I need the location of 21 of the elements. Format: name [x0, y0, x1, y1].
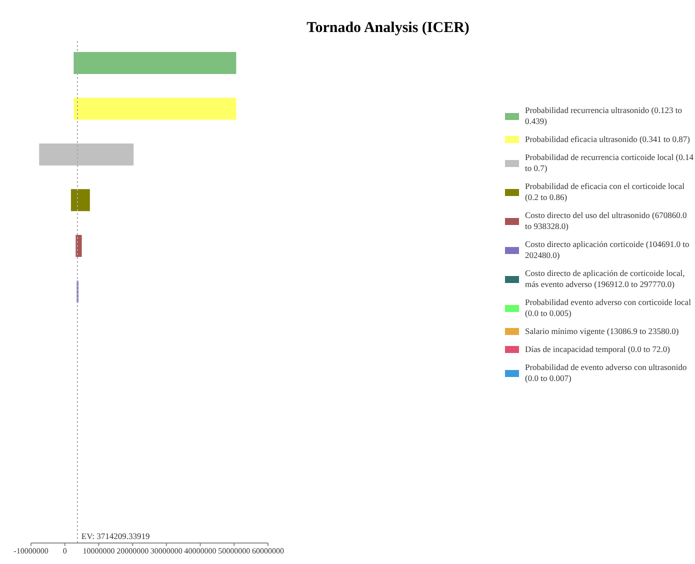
x-tick-label: 60000000 [252, 546, 284, 556]
x-tick-label: -10000000 [14, 546, 48, 556]
x-tick-label: 20000000 [116, 546, 149, 556]
x-tick-label: 50000000 [218, 546, 250, 556]
legend-label: Costo directo aplicación corticoide (104691.0 to 202480.0) [525, 239, 690, 261]
x-tick-label: 30000000 [150, 546, 182, 556]
x-tick-label: 10000000 [82, 546, 115, 556]
ref-line-label: EV: 3714209.33919 [81, 531, 150, 541]
legend-label: Probabilidad eficacia ultrasonido (0.341 to 0.87) [525, 134, 690, 145]
legend-label: Probabilidad evento adverso con corticoide local (0.0 to 0.005) [525, 297, 692, 319]
legend-label: Salario mínimo vigente (13086.9 to 23580.0) [525, 326, 679, 337]
legend-label: Probabilidad recurrencia ultrasonido (0.123 to 0.439) [525, 105, 683, 127]
legend-label: Probabilidad de recurrencia corticoide local (0.14 to 0.7) [525, 152, 695, 174]
legend-label: Probabilidad de evento adverso con ultrasonido (0.0 to 0.007) [525, 362, 688, 384]
legend-label: Costo directo del uso del ultrasonido (670860.0 to 938328.0) [525, 210, 688, 232]
legend-label: Días de incapacidad temporal (0.0 to 72.0) [525, 344, 670, 355]
x-tick-label: 40000000 [184, 546, 216, 556]
legend-label: Probabilidad de eficacia con el corticoide local (0.2 to 0.86) [525, 181, 686, 203]
text: Tornado Analysis (ICER) [306, 20, 470, 37]
x-tick-label: 0 [62, 546, 67, 556]
legend-label: Costo directo de aplicación de corticoide local, más evento adverso (196912.0 to 297770.0) [525, 268, 686, 290]
